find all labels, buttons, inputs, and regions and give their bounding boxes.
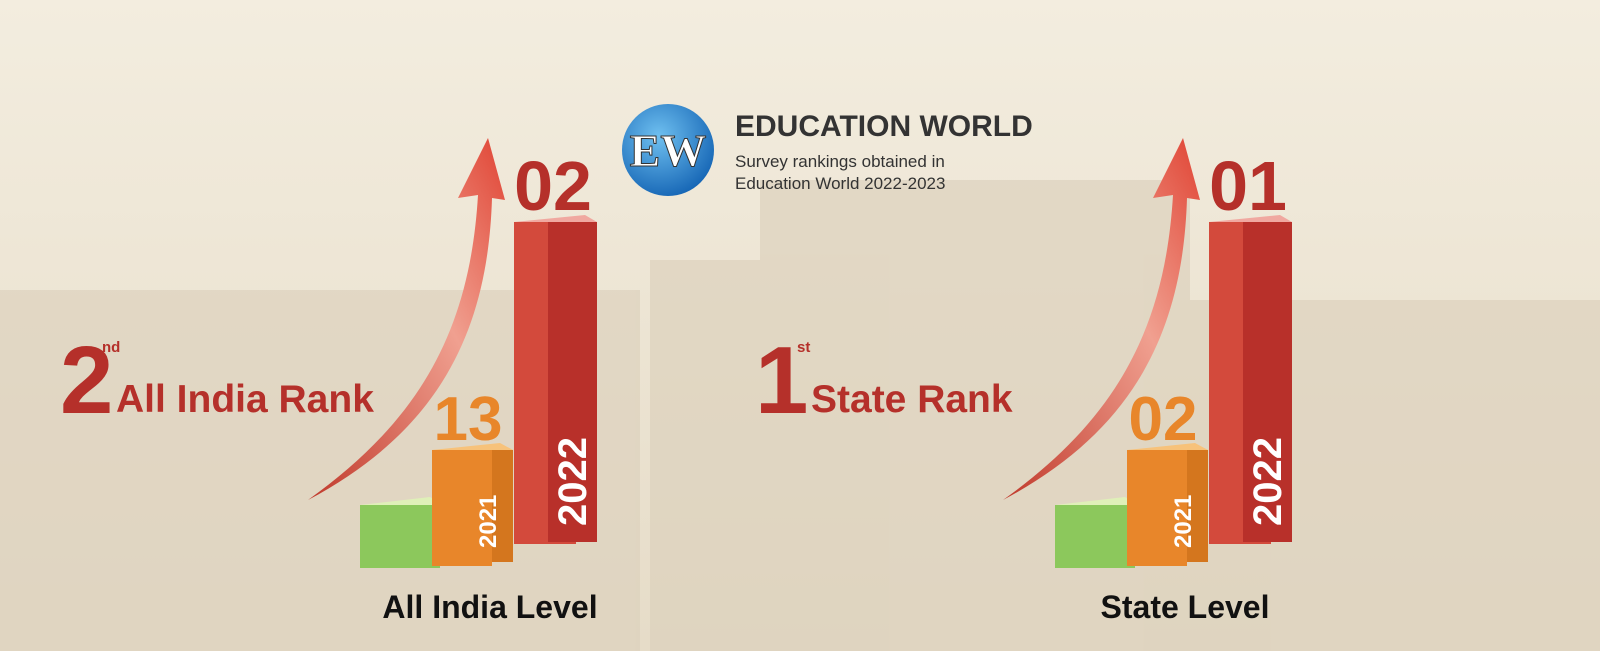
rank-label: State Rank [811, 378, 1013, 421]
subtitle: Survey rankings obtained in [735, 152, 945, 171]
level-label: All India Level [382, 589, 597, 625]
logo-text: EW [630, 125, 707, 176]
bar-rank: 01 [1209, 147, 1287, 225]
header: EW EDUCATION WORLD Survey rankings obtai… [622, 104, 1033, 196]
logo-globe [622, 104, 714, 196]
bar-side [548, 222, 597, 542]
cube-front [1055, 505, 1135, 568]
rank-panel: 2nd All India Rank 13 2021 02 2022 All India L… [60, 138, 598, 625]
bar-front [432, 450, 492, 566]
bar-year: 2022 [551, 437, 595, 526]
rank-suffix: nd [102, 339, 120, 356]
growth-arrow [308, 138, 505, 500]
bar-side [492, 450, 513, 562]
rank-suffix: st [797, 339, 810, 356]
growth-arrow [1003, 138, 1200, 500]
rank-number: 1 [755, 327, 808, 434]
bar-side [1243, 222, 1292, 542]
bar-year: 2021 [1170, 495, 1197, 548]
title: EDUCATION WORLD [735, 110, 1033, 143]
rank-number: 2 [60, 327, 113, 434]
bar-year: 2022 [1246, 437, 1290, 526]
bar-rank: 02 [514, 147, 592, 225]
cube-front [360, 505, 440, 568]
bar-year: 2021 [475, 495, 502, 548]
subtitle: Education World 2022-2023 [735, 174, 945, 193]
level-label: State Level [1101, 589, 1270, 625]
bar-side [1187, 450, 1208, 562]
rank-panel: 1st State Rank 02 2021 01 2022 State Level [755, 138, 1292, 625]
rank-label: All India Rank [116, 378, 374, 421]
bar-rank: 02 [1129, 385, 1198, 454]
bar-rank: 13 [434, 385, 503, 454]
bar-front [1127, 450, 1187, 566]
